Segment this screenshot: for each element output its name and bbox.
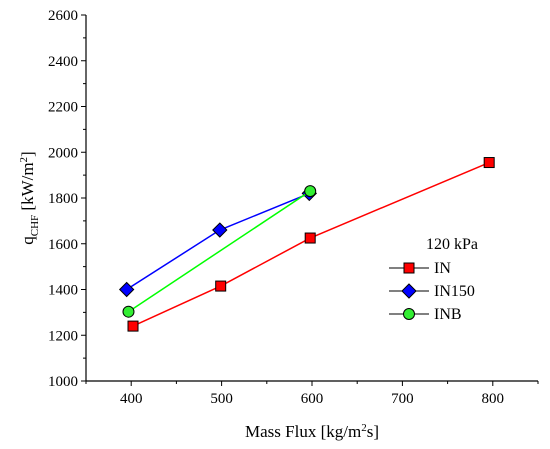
y-tick-label: 1800 [48,191,78,207]
series-in-point [304,232,316,244]
series-in-point [483,157,495,169]
series-in150-point [118,281,135,298]
ticks: 1000 1200 1400 1600 1800 2000 2200 2400 2600 400 5… [48,8,539,407]
y-tick-label: 1600 [48,237,78,253]
legend-marker-inb [403,308,415,320]
legend: 120 kPa IN IN150 INB [389,236,478,323]
x-axis-label: Mass Flux [kg/m2s] [245,422,379,441]
legend-label-in: IN [434,260,451,277]
x-tick-label: 700 [391,391,414,407]
series-in-line [132,161,490,327]
series-inb-point [304,185,317,198]
series-in150-line [126,192,310,291]
series-in-point [127,320,139,332]
y-tick-label: 1200 [48,328,78,344]
legend-marker-in150 [401,283,417,299]
legend-marker-in [403,262,415,274]
x-tick-label: 600 [301,391,324,407]
x-tick-label: 500 [210,391,233,407]
series-inb-line [128,190,311,313]
legend-label-in150: IN150 [434,283,475,300]
y-tick-label: 2200 [48,100,78,116]
series-in150 [118,185,317,298]
legend-title: 120 kPa [426,236,478,253]
legend-label-inb: INB [434,306,462,323]
y-tick-label: 1400 [48,283,78,299]
series-inb [122,185,317,318]
series-in-point [215,280,227,292]
y-tick-label: 2000 [48,145,78,161]
y-axis-label: qCHF [kW/m2] [18,151,41,244]
x-tick-label: 800 [482,391,505,407]
y-tick-label: 1000 [48,374,78,390]
series-in150-point [212,222,228,238]
series-layer [118,157,495,332]
series-in [127,157,495,332]
y-tick-label: 2400 [48,54,78,70]
y-tick-label: 2600 [48,8,78,24]
series-inb-point [122,305,135,318]
x-tick-label: 400 [120,391,143,407]
